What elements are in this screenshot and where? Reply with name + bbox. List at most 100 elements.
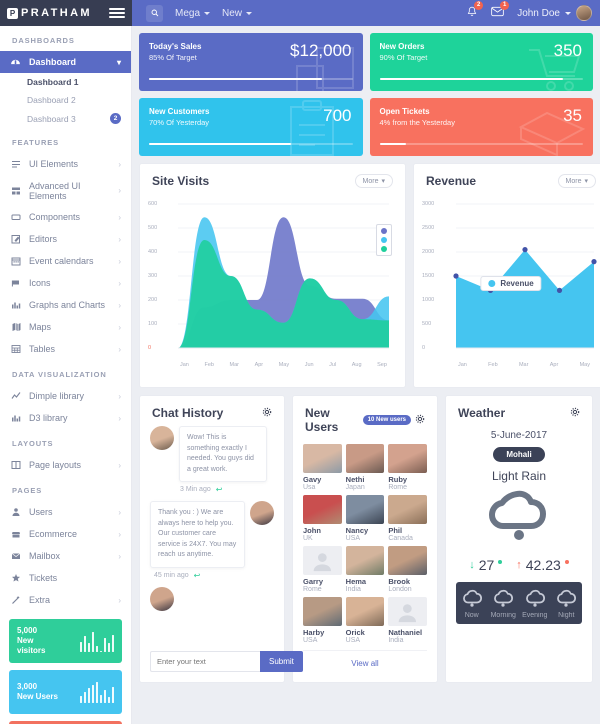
sidebar-item-dimple-library[interactable]: Dimple library › [0,385,131,407]
chat-input[interactable] [150,651,260,672]
weather-city[interactable]: Mohali [493,447,545,462]
sidebar-item-page-layouts[interactable]: Page layouts › [0,454,131,476]
gear-icon[interactable] [570,407,580,420]
stat-card-new-customers[interactable]: New Customers 70% Of Yesterday 700 [139,98,363,156]
user-card[interactable]: Nathaniel India [388,597,427,644]
x-axis-tick: May [579,362,590,368]
stat-progress-bar [379,142,583,145]
mini-stat-label: 5,000 New visitors [17,626,46,655]
sidebar-section-heading: PAGES [12,486,43,495]
sidebar-item-tables[interactable]: Tables › [0,338,131,360]
site-visits-more-button[interactable]: More ▾ [354,174,393,188]
chat-message-list[interactable]: Wow! This is something exactly I needed.… [140,426,284,614]
mini-stat-card[interactable]: 7,000Activeusers [9,721,122,724]
site-visits-panel: Site Visits More ▾ 0 100 200 300 400 500 600 J… [139,163,406,388]
forecast-slot[interactable]: Morning [488,589,520,619]
forecast-slot[interactable]: Night [551,589,583,619]
weather-temperatures: ↓ 27 ↑ 42.23 [446,557,592,573]
sidebar-subitem-dashboard-2[interactable]: Dashboard 2 [0,91,131,109]
user-card[interactable]: Nancy USA [345,495,385,542]
stat-card-todays-sales[interactable]: Today's Sales 85% Of Target $12,000 [139,33,363,91]
sidebar-item-ui-elements[interactable]: UI Elements › [0,153,131,175]
user-card[interactable]: Ruby Rome [388,444,427,491]
sidebar-item-users[interactable]: Users › [0,501,131,523]
chat-bubble: Thank you : ) We are always here to help… [150,501,245,568]
avatar [345,597,385,626]
gear-icon[interactable] [262,407,272,420]
site-visits-chart [178,203,389,349]
user-card[interactable]: Gavy Usa [303,444,342,491]
sidebar-subitem-dashboard-1[interactable]: Dashboard 1 [0,73,131,91]
avatar [345,546,385,575]
user-card[interactable]: Brook London [388,546,427,593]
y-axis-tick: 200 [148,297,158,303]
sidebar[interactable]: DASHBOARDS Dashboard ▾ Dashboard 1 Dashboard… [0,26,132,724]
user-menu[interactable]: John Doe [517,5,592,21]
revenue-panel: Revenue More ▾ 0 500 1000 1500 2000 2500 3000 … [413,163,600,388]
legend-label-revenue: Revenue [500,279,534,288]
chat-message: Thank you : ) We are always here to help… [150,501,274,568]
avatar[interactable] [576,5,592,21]
chevron-icon: › [118,322,121,332]
user-card[interactable]: Hema India [345,546,385,593]
sidebar-item-ecommerce[interactable]: Ecommerce › [0,523,131,545]
stat-card-open-tickets[interactable]: Open Tickets 4% from the Yesterday 35 [369,98,593,156]
chevron-down-icon: ▾ [381,178,385,185]
sidebar-item-icons[interactable]: Icons › [0,272,131,294]
nav-item-new[interactable]: New [222,8,253,19]
menu-toggle-icon[interactable] [109,8,125,18]
mini-stat-card[interactable]: 5,000 New visitors [9,619,122,663]
revenue-more-button[interactable]: More ▾ [557,174,596,188]
stat-row-top: Today's Sales 85% Of Target $12,000 New … [139,33,593,91]
chat-submit-button[interactable]: Submit [260,651,303,672]
site-visits-legend[interactable] [376,224,392,256]
user-card[interactable]: Phil Canada [388,495,427,542]
chevron-icon: › [118,300,121,310]
chat-bubble: Wow! This is something exactly I needed.… [179,426,267,482]
nav-item-mega[interactable]: Mega [175,8,211,19]
sidebar-item-d3-library[interactable]: D3 library › [0,407,131,429]
sidebar-item-mailbox[interactable]: Mailbox › [0,545,131,567]
view-all-link[interactable]: View all [303,650,427,668]
search-icon[interactable] [146,4,163,22]
x-axis-tick: Jan [458,362,467,368]
sidebar-item-maps[interactable]: Maps › [0,316,131,338]
notifications-bell-icon[interactable]: 2 [466,0,484,21]
sidebar-item-extra[interactable]: Extra › [0,589,131,611]
user-name: Nethi [345,475,365,484]
sidebar-item-components[interactable]: Components › [0,206,131,228]
sidebar-item-tickets[interactable]: Tickets [0,567,131,589]
brand-logo[interactable]: P PRATHAM [7,7,92,19]
sidebar-item-dashboard[interactable]: Dashboard ▾ [0,51,131,73]
user-card[interactable]: Harby USA [303,597,342,644]
messages-envelope-icon[interactable]: 1 [491,1,510,20]
gear-icon[interactable] [415,414,425,427]
user-card[interactable]: John UK [303,495,342,542]
user-name: Phil [388,526,403,535]
forecast-slot[interactable]: Evening [519,589,551,619]
reply-icon[interactable]: ↩ [193,570,201,580]
chat-header: Chat History [140,396,284,426]
legend-dot-series-a [381,228,387,234]
reply-icon[interactable]: ↩ [215,485,223,494]
sidebar-item-editors[interactable]: Editors › [0,228,131,250]
sidebar-item-advanced-ui-elements[interactable]: Advanced UI Elements › [0,175,131,206]
x-axis-tick: Apr [254,362,264,368]
revenue-plot: 0 500 1000 1500 2000 2500 3000 Jan Feb Mar Apr May… [414,194,600,384]
user-card[interactable]: Nethi Japan [345,444,385,491]
user-card[interactable]: Garry Rome [303,546,342,593]
sidebar-item-event-calendars[interactable]: Event calendars › [0,250,131,272]
user-name: John [303,526,321,535]
user-name: John Doe [517,7,560,19]
cloud-icon [555,589,577,611]
user-name: Hema [345,577,367,586]
dashboard-icon [10,57,21,68]
stat-card-new-orders[interactable]: New Orders 90% Of Target 350 [369,33,593,91]
sidebar-item-graphs-and-charts[interactable]: Graphs and Charts › [0,294,131,316]
user-location: Usa [303,484,316,491]
sidebar-subitem-dashboard-3[interactable]: Dashboard 3 2 [0,109,131,128]
user-card[interactable]: Orick USA [345,597,385,644]
user-location: London [388,586,412,593]
forecast-slot[interactable]: Now [456,589,488,619]
mini-stat-card[interactable]: 3,000 New Users [9,670,122,714]
